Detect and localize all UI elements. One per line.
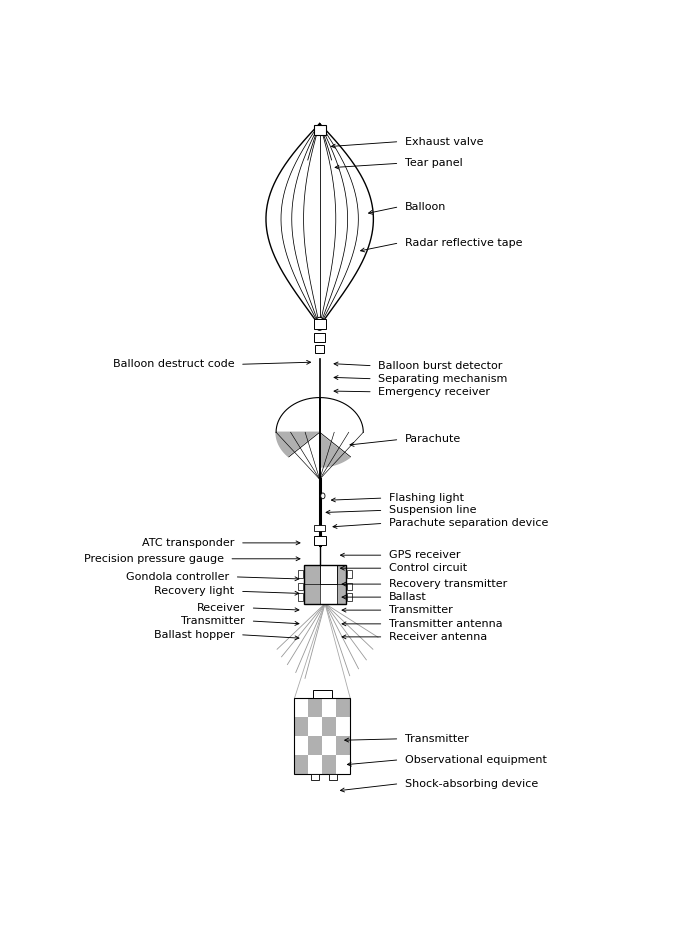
Bar [309,717,322,736]
Text: Shock-absorbing device: Shock-absorbing device [405,778,538,789]
Bar [322,736,336,755]
Bar [314,525,325,531]
Text: Recovery light: Recovery light [154,586,235,596]
Text: Gondola controller: Gondola controller [126,572,229,582]
Bar [336,699,351,717]
Text: Precision pressure gauge: Precision pressure gauge [84,554,224,563]
Bar [322,717,336,736]
Bar [314,333,325,342]
Bar [298,593,303,601]
Bar [347,593,352,601]
Bar [315,345,324,353]
Bar [336,736,351,755]
Polygon shape [320,432,364,456]
Polygon shape [320,432,351,467]
Text: Tear panel: Tear panel [405,159,462,168]
Text: Parachute: Parachute [405,435,461,444]
Polygon shape [276,432,320,456]
Text: Parachute separation device: Parachute separation device [389,518,548,529]
Bar [298,570,303,577]
Text: Balloon: Balloon [405,202,446,211]
Bar [314,535,326,545]
Polygon shape [289,432,320,467]
Bar [320,564,337,584]
Bar [337,564,346,604]
Bar [314,125,326,135]
Text: Transmitter antenna: Transmitter antenna [389,619,502,629]
Bar [294,699,309,717]
Bar [336,755,351,775]
Circle shape [321,493,325,499]
Bar [294,755,309,775]
Bar [309,699,322,717]
Text: Balloon destruct code: Balloon destruct code [113,360,235,369]
Bar [336,717,351,736]
Text: Receiver: Receiver [197,603,246,613]
Text: Emergency receiver: Emergency receiver [378,387,490,397]
Bar [294,699,351,775]
Text: Control circuit: Control circuit [389,563,467,573]
Bar [322,755,336,775]
Bar [309,736,322,755]
Text: Exhaust valve: Exhaust valve [405,136,483,146]
Circle shape [315,317,324,331]
Text: Ballast: Ballast [389,593,427,602]
Text: Transmitter: Transmitter [405,733,469,744]
Text: Radar reflective tape: Radar reflective tape [405,238,522,248]
Text: Ballast hopper: Ballast hopper [154,630,235,639]
Text: ATC transponder: ATC transponder [142,538,235,547]
Text: GPS receiver: GPS receiver [389,550,460,561]
Text: Transmitter: Transmitter [389,605,453,615]
Bar [314,319,326,329]
Bar [305,564,346,604]
Text: Recovery transmitter: Recovery transmitter [389,579,507,589]
Bar [347,582,352,590]
Bar [305,564,320,604]
Text: Flashing light: Flashing light [389,493,464,503]
Text: Observational equipment: Observational equipment [405,755,547,764]
Bar [309,755,322,775]
Text: Suspension line: Suspension line [389,505,476,516]
Bar [311,775,319,780]
Bar [294,717,309,736]
Polygon shape [266,124,373,326]
Bar [347,570,352,577]
Text: Receiver antenna: Receiver antenna [389,632,487,642]
Bar [322,699,336,717]
Bar [294,736,309,755]
Text: Separating mechanism: Separating mechanism [378,374,508,384]
Bar [329,775,338,780]
Bar [305,564,346,604]
Text: Balloon burst detector: Balloon burst detector [378,361,503,371]
Bar [313,689,332,699]
Bar [298,582,303,590]
Text: Transmitter: Transmitter [182,616,246,626]
